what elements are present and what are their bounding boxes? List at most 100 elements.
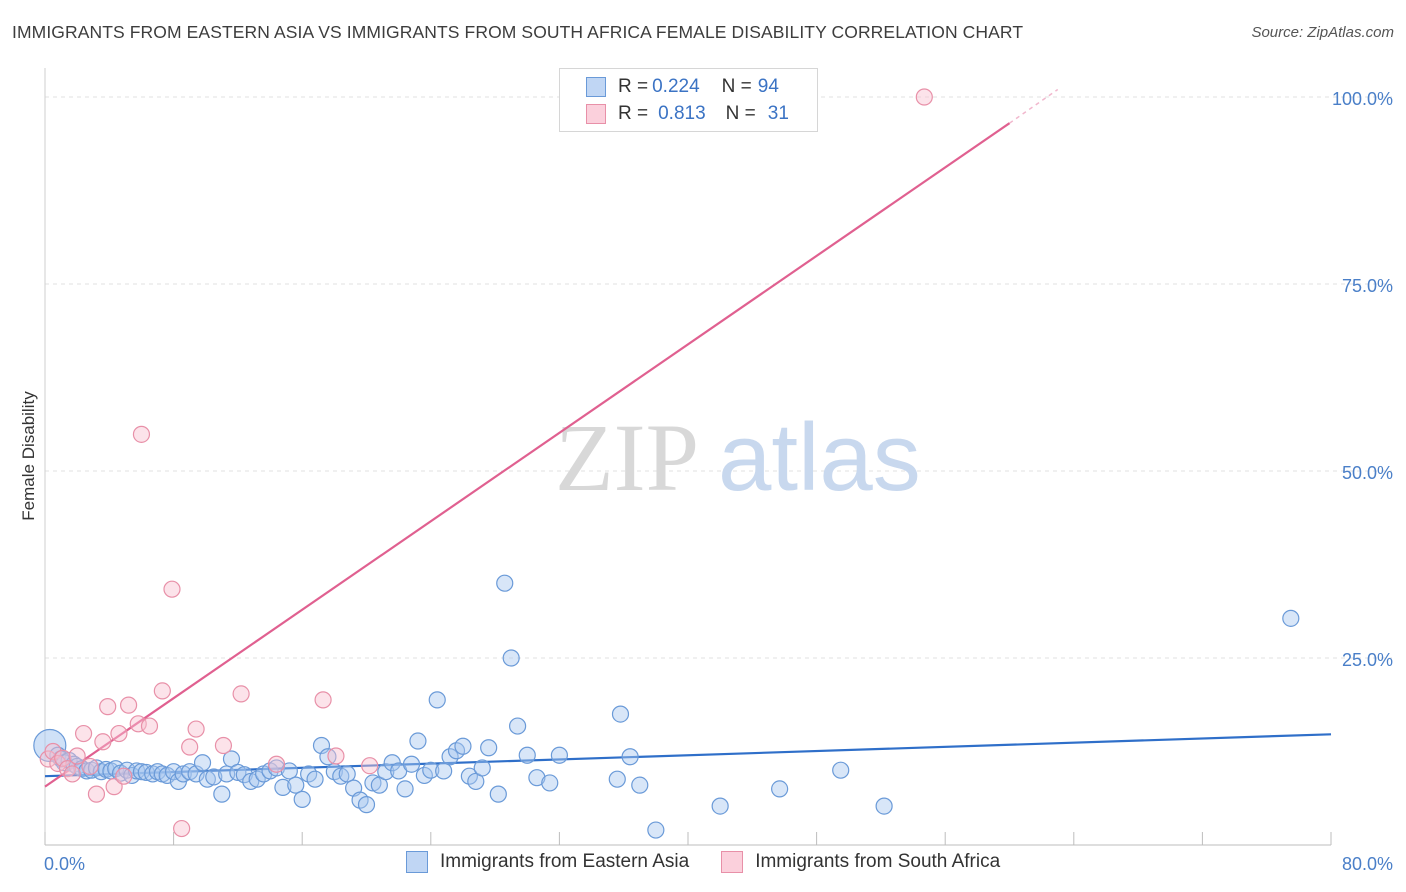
point-south-africa (915, 88, 933, 106)
point-south-africa (181, 738, 199, 756)
point-eastern-asia (489, 785, 507, 803)
point-eastern-asia (496, 574, 514, 592)
legend-swatch-blue (586, 77, 606, 97)
n-label: N = (721, 76, 752, 97)
point-eastern-asia (528, 769, 546, 787)
point-eastern-asia (711, 797, 729, 815)
point-south-africa (173, 819, 191, 838)
y-tick-label: 25.0% (1342, 650, 1393, 670)
point-south-africa (327, 747, 345, 765)
point-south-africa (232, 685, 250, 703)
point-south-africa (163, 580, 181, 598)
point-eastern-asia (541, 774, 559, 792)
point-south-africa (153, 682, 171, 700)
point-south-africa (119, 696, 138, 714)
data-points (33, 88, 1300, 839)
tick-labels: 25.0% 50.0% 75.0% 100.0% 0.0% 80.0% (44, 89, 1393, 874)
point-south-africa (361, 757, 379, 775)
point-eastern-asia (771, 780, 789, 798)
point-eastern-asia (364, 774, 382, 792)
point-eastern-asia (229, 763, 247, 782)
legend-label: Immigrants from South Africa (755, 851, 1001, 872)
point-south-africa (68, 747, 86, 765)
gridlines (45, 96, 1392, 659)
point-eastern-asia (287, 776, 305, 794)
point-south-africa (110, 724, 128, 743)
watermark: ZIP atlas (555, 404, 921, 511)
point-eastern-asia (428, 691, 446, 709)
series-legend: Immigrants from Eastern Asia Immigrants … (406, 851, 1032, 873)
point-south-africa (267, 755, 286, 773)
r-label: R = (618, 103, 649, 124)
point-eastern-asia (242, 772, 260, 791)
legend-row-south-africa: R = 0.813 N = 31 (586, 102, 789, 126)
point-south-africa (115, 767, 133, 785)
legend-row-eastern-asia: R = 0.224 N = 94 (586, 75, 779, 99)
point-eastern-asia (647, 821, 665, 839)
point-eastern-asia (832, 761, 850, 779)
point-eastern-asia (205, 768, 223, 786)
n-value: 31 (767, 103, 789, 124)
legend-item-eastern-asia: Immigrants from Eastern Asia (406, 851, 689, 873)
point-eastern-asia (454, 737, 472, 755)
r-value: 0.813 (658, 103, 706, 124)
point-eastern-asia (274, 778, 292, 797)
point-south-africa (187, 720, 205, 738)
point-eastern-asia (435, 762, 453, 780)
point-south-africa (54, 749, 72, 767)
point-eastern-asia (306, 770, 324, 788)
legend-swatch-pink (586, 104, 606, 124)
n-label: N = (725, 103, 756, 124)
y-axis-label: Female Disability (19, 391, 38, 521)
point-eastern-asia (293, 790, 311, 808)
point-eastern-asia (611, 705, 630, 723)
point-south-africa (58, 760, 77, 778)
legend-swatch-pink (721, 851, 744, 873)
point-eastern-asia (332, 767, 350, 785)
legend-item-south-africa: Immigrants from South Africa (721, 851, 1000, 873)
point-eastern-asia (193, 754, 212, 772)
point-south-africa (63, 765, 81, 783)
point-eastern-asia (480, 739, 498, 757)
watermark-atlas: atlas (718, 404, 921, 511)
trend-lines (44, 88, 1332, 788)
r-label: R = (618, 76, 649, 97)
point-eastern-asia (267, 759, 286, 777)
y-tick-label: 100.0% (1332, 89, 1393, 109)
point-south-africa (49, 754, 67, 773)
point-south-africa (140, 717, 159, 735)
point-eastern-asia (402, 755, 421, 773)
chart-title: IMMIGRANTS FROM EASTERN ASIA VS IMMIGRAN… (12, 22, 1024, 42)
point-eastern-asia (377, 763, 395, 781)
point-eastern-asia (608, 770, 626, 788)
source-label: Source: ZipAtlas.com (1251, 24, 1394, 41)
point-eastern-asia (518, 746, 536, 764)
point-eastern-asia (357, 796, 376, 814)
y-tick-label: 75.0% (1342, 276, 1393, 296)
trendline-eastern-asia (44, 733, 1332, 778)
point-eastern-asia (338, 765, 356, 783)
stats-legend: R = 0.224 N = 94 R = 0.813 N = 31 (559, 68, 818, 132)
point-eastern-asia (198, 770, 216, 788)
r-value: 0.224 (652, 76, 700, 97)
axes (44, 68, 1332, 846)
n-value: 94 (757, 76, 779, 97)
trendline-extension (1009, 88, 1059, 124)
point-south-africa (87, 785, 106, 803)
point-eastern-asia (473, 759, 491, 777)
point-eastern-asia (422, 761, 440, 779)
point-eastern-asia (502, 649, 520, 667)
point-eastern-asia (409, 732, 427, 750)
watermark-zip: ZIP (555, 404, 699, 511)
point-south-africa (99, 698, 117, 716)
legend-label: Immigrants from Eastern Asia (440, 851, 690, 872)
point-eastern-asia (621, 748, 639, 766)
point-eastern-asia (1282, 609, 1300, 627)
point-eastern-asia (441, 748, 459, 766)
x-tick-label: 80.0% (1342, 854, 1393, 874)
point-eastern-asia (174, 765, 192, 783)
point-south-africa (214, 736, 233, 755)
point-eastern-asia (181, 763, 199, 781)
y-tick-label: 50.0% (1342, 463, 1393, 483)
